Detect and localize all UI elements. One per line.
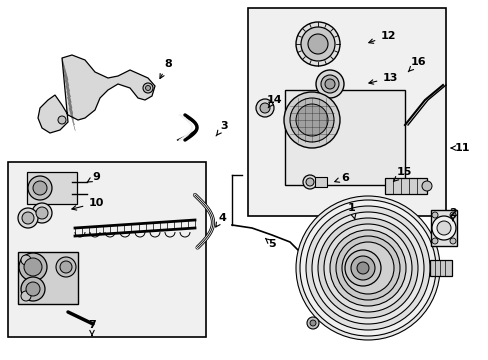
Text: 14: 14	[265, 95, 281, 108]
Circle shape	[301, 27, 334, 61]
Text: 1: 1	[347, 203, 355, 219]
Text: 7: 7	[88, 320, 96, 336]
Circle shape	[421, 181, 431, 191]
Circle shape	[431, 238, 437, 244]
Circle shape	[36, 207, 48, 219]
Text: 13: 13	[368, 73, 397, 84]
Circle shape	[142, 83, 153, 93]
Bar	[314, 177, 326, 187]
Circle shape	[21, 277, 45, 301]
Text: 5: 5	[265, 238, 275, 249]
Circle shape	[449, 212, 455, 218]
Circle shape	[307, 34, 327, 54]
Circle shape	[305, 206, 429, 330]
Circle shape	[345, 250, 380, 286]
Bar	[8, 162, 205, 337]
Circle shape	[356, 262, 368, 274]
Circle shape	[24, 258, 42, 276]
Circle shape	[350, 256, 374, 280]
Circle shape	[260, 103, 269, 113]
Circle shape	[295, 196, 439, 340]
Text: 3: 3	[216, 121, 227, 136]
Circle shape	[311, 212, 423, 324]
Circle shape	[284, 92, 339, 148]
Circle shape	[329, 230, 405, 306]
Circle shape	[449, 238, 455, 244]
Text: 9: 9	[87, 172, 100, 183]
Circle shape	[335, 236, 399, 300]
Circle shape	[306, 317, 318, 329]
Text: 11: 11	[450, 143, 469, 153]
Circle shape	[315, 70, 343, 98]
Circle shape	[305, 178, 313, 186]
Text: 12: 12	[368, 31, 395, 43]
Text: 4: 4	[215, 213, 225, 227]
Bar	[430, 210, 456, 246]
Circle shape	[295, 22, 339, 66]
Text: 16: 16	[407, 57, 425, 72]
Text: 8: 8	[160, 59, 171, 78]
Bar	[384, 178, 426, 194]
Circle shape	[19, 253, 47, 281]
Circle shape	[18, 208, 38, 228]
Circle shape	[317, 218, 417, 318]
Bar	[285, 90, 404, 185]
Circle shape	[289, 98, 333, 142]
Circle shape	[295, 196, 439, 340]
Circle shape	[431, 212, 437, 218]
Text: 10: 10	[72, 198, 103, 210]
Circle shape	[28, 176, 52, 200]
Circle shape	[256, 99, 273, 117]
Bar	[429, 260, 451, 276]
Polygon shape	[38, 55, 155, 133]
Circle shape	[303, 175, 316, 189]
Text: 6: 6	[334, 173, 348, 183]
Circle shape	[431, 216, 455, 240]
Circle shape	[32, 203, 52, 223]
Bar	[18, 252, 78, 304]
Circle shape	[325, 79, 334, 89]
Circle shape	[26, 282, 40, 296]
Bar	[247, 8, 445, 216]
Circle shape	[309, 320, 315, 326]
Circle shape	[21, 255, 31, 265]
Circle shape	[324, 224, 411, 312]
Circle shape	[21, 291, 31, 301]
Text: 2: 2	[448, 208, 456, 221]
Circle shape	[436, 221, 450, 235]
Circle shape	[60, 261, 72, 273]
Circle shape	[56, 257, 76, 277]
Circle shape	[295, 104, 327, 136]
Circle shape	[320, 75, 338, 93]
Circle shape	[341, 242, 393, 294]
Text: 15: 15	[392, 167, 411, 182]
Circle shape	[58, 116, 66, 124]
Circle shape	[22, 212, 34, 224]
Circle shape	[33, 181, 47, 195]
Circle shape	[299, 200, 435, 336]
Bar	[27, 172, 77, 204]
Circle shape	[145, 85, 150, 90]
